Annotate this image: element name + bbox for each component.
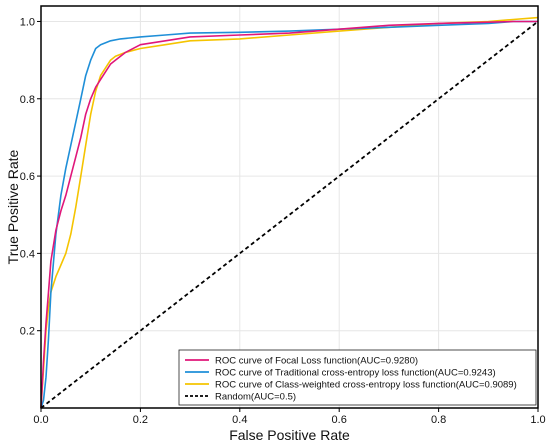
plot-frame	[40, 5, 539, 409]
x-axis-label: False Positive Rate	[229, 427, 350, 443]
legend-entry-label: Random(AUC=0.5)	[215, 392, 296, 403]
series-line-0	[40, 20, 538, 409]
grid	[40, 6, 539, 408]
x-tick-label: 0.2	[133, 414, 148, 426]
series-line-2	[40, 16, 539, 409]
y-axis-label: True Positive Rate	[5, 149, 21, 264]
series-layer	[40, 16, 539, 409]
ticks: 0.0 0.2 0.4 0.6 0.8 1.0 0.2 0.4 0.6 0.8 1.0	[20, 16, 546, 426]
x-tick-label: 0.6	[332, 414, 347, 426]
legend-entry-label: ROC curve of Class-weighted cross-entrop…	[215, 380, 517, 391]
legend: ROC curve of Focal Loss function(AUC=0.9…	[178, 349, 537, 406]
y-tick-label: 0.6	[20, 171, 35, 183]
x-tick-label: 1.0	[530, 414, 545, 426]
y-tick-label: 0.2	[20, 326, 35, 338]
x-tick-label: 0.0	[33, 414, 48, 426]
x-tick-label: 0.8	[431, 414, 446, 426]
legend-box	[178, 349, 537, 406]
legend-entry-label: ROC curve of Traditional cross-entropy l…	[215, 368, 496, 379]
legend-entry-label: ROC curve of Focal Loss function(AUC=0.9…	[215, 356, 418, 367]
y-tick-label: 0.4	[20, 248, 35, 260]
y-tick-label: 1.0	[20, 16, 35, 28]
y-tick-label: 0.8	[20, 94, 35, 106]
x-tick-label: 0.4	[232, 414, 247, 426]
series-line-1	[40, 20, 538, 409]
